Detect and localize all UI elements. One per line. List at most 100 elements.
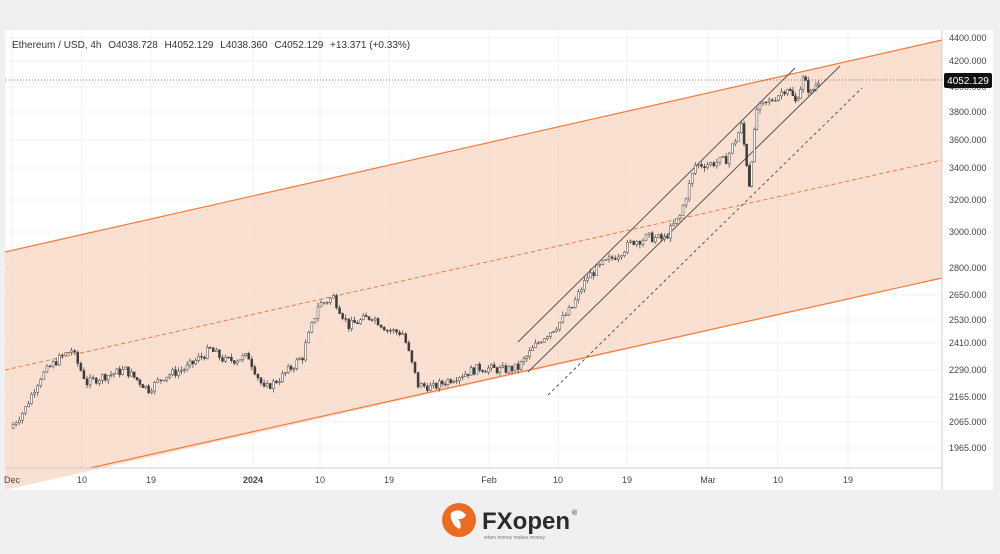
candle-body: [367, 316, 371, 320]
candle: [338, 305, 341, 314]
candle-body: [641, 239, 645, 245]
candle: [70, 347, 73, 356]
candle: [200, 352, 203, 361]
candle: [601, 260, 605, 266]
candle: [353, 316, 356, 323]
candle: [272, 378, 275, 393]
candle: [644, 233, 648, 241]
candle-body: [104, 374, 107, 381]
candle: [389, 328, 392, 335]
candle: [244, 352, 248, 358]
channel-lower-line: [89, 277, 943, 469]
candle-body: [218, 349, 221, 358]
candle: [629, 239, 632, 244]
candle: [678, 213, 682, 222]
candle-body: [694, 164, 697, 174]
candle: [17, 416, 21, 426]
candle-body: [51, 361, 55, 368]
candle-body: [635, 241, 639, 245]
candle-body: [712, 162, 716, 167]
candle-body: [543, 338, 546, 343]
candle-body: [48, 365, 52, 368]
candle: [794, 92, 797, 104]
candle-body: [42, 371, 46, 380]
candle-body: [382, 327, 386, 331]
candle: [660, 232, 663, 243]
candle: [745, 143, 748, 168]
candle-body: [410, 350, 414, 363]
candle-body: [21, 412, 24, 421]
candle-body: [799, 88, 802, 99]
x-tick-label: 2024: [243, 475, 263, 485]
candle-body: [197, 356, 200, 361]
candle-body: [672, 223, 675, 226]
change-value: +13.371 (+0.33%): [330, 40, 410, 51]
candle-body: [715, 162, 719, 167]
candle: [687, 180, 691, 202]
candle: [516, 360, 520, 374]
candle-body: [706, 164, 709, 169]
candle-body: [610, 256, 614, 259]
x-tick-label: Dec: [4, 475, 21, 485]
candle-body: [238, 359, 242, 362]
candle-body: [284, 372, 287, 374]
candle-body: [292, 368, 296, 370]
candle-body: [118, 368, 121, 375]
trend-upper-line: [517, 67, 796, 343]
candle: [112, 373, 116, 378]
candle: [650, 231, 654, 243]
candle: [316, 302, 320, 322]
candle-body: [286, 366, 290, 373]
candle: [182, 367, 186, 374]
candle-body: [613, 257, 617, 260]
candle-body: [647, 232, 651, 235]
candle: [121, 365, 124, 376]
candle: [570, 307, 574, 309]
candle-body: [404, 333, 408, 343]
regression-channel: [4, 39, 943, 490]
candle-body: [626, 241, 629, 253]
candle: [675, 217, 679, 225]
candle-body: [269, 383, 272, 389]
logo-brand: FXopen: [482, 508, 570, 535]
candle: [162, 379, 166, 382]
candle-body: [177, 370, 180, 376]
candle-body: [678, 215, 682, 219]
candle: [419, 382, 423, 388]
candle-body: [423, 383, 426, 387]
candle-body: [492, 364, 496, 368]
candle: [487, 365, 490, 375]
candle-body: [561, 315, 565, 323]
candle: [42, 370, 46, 380]
candle: [24, 406, 27, 416]
candle-body: [747, 165, 751, 187]
candle-body: [580, 289, 583, 293]
candle: [153, 380, 157, 395]
candle-body: [395, 329, 398, 333]
candle: [76, 350, 80, 367]
candle: [386, 329, 389, 334]
candle-body: [794, 95, 797, 102]
candle-body: [322, 302, 326, 304]
candle-body: [376, 318, 380, 326]
candle-body: [764, 101, 768, 103]
candle: [672, 219, 675, 227]
candle-body: [127, 366, 130, 377]
candle-body: [168, 374, 172, 378]
candle: [801, 74, 805, 94]
candle-body: [109, 374, 113, 376]
candle-body: [466, 373, 470, 376]
candle-body: [180, 370, 183, 372]
candle-body: [650, 232, 654, 243]
candle-body: [67, 352, 70, 354]
candle: [54, 357, 58, 366]
candle: [703, 163, 706, 172]
candle: [435, 382, 438, 390]
candle-body: [814, 85, 818, 90]
candle: [344, 314, 347, 323]
candle: [758, 101, 762, 114]
candle-body: [147, 385, 150, 394]
candle: [666, 233, 669, 240]
